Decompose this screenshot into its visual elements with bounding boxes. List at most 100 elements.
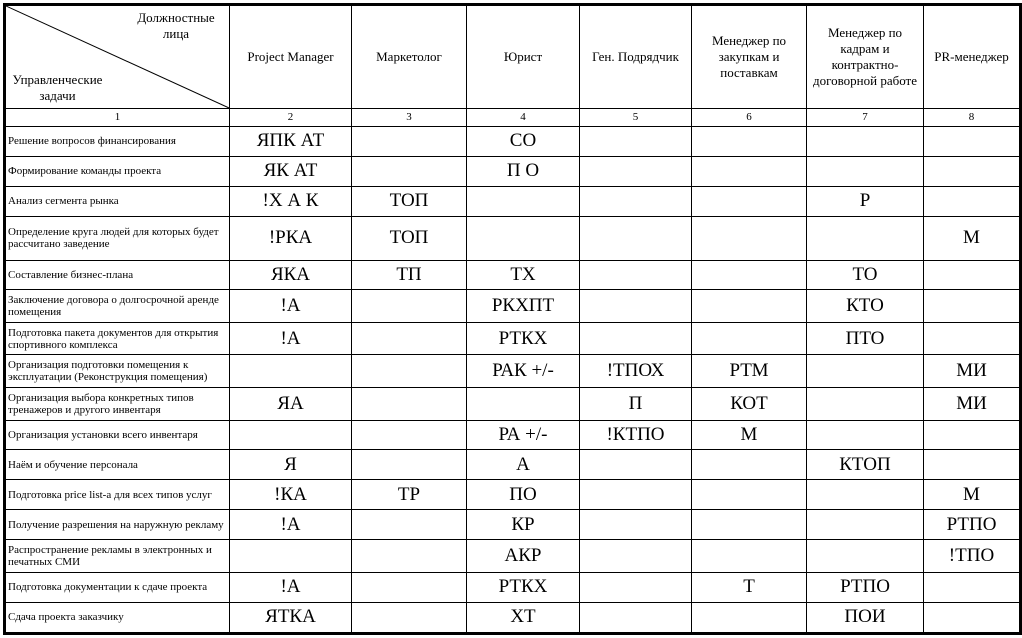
code-cell xyxy=(923,185,1021,217)
code-cell xyxy=(923,571,1021,603)
code-cell: ЯТКА xyxy=(229,601,352,635)
code-cell: !А xyxy=(229,289,352,323)
code-cell: ЯК АТ xyxy=(229,155,352,187)
code-cell xyxy=(806,215,924,261)
code-cell xyxy=(923,601,1021,635)
code-cell xyxy=(923,259,1021,291)
code-cell xyxy=(351,354,467,389)
code-cell xyxy=(806,155,924,187)
code-cell xyxy=(351,449,467,481)
table-row: Заключение договора о долгосрочной аренд… xyxy=(4,289,1021,323)
code-cell: СО xyxy=(466,125,580,157)
code-cell xyxy=(579,479,692,511)
code-cell: ТОП xyxy=(351,215,467,261)
code-cell: А xyxy=(466,449,580,481)
code-cell: ЯА xyxy=(229,387,352,421)
code-cell xyxy=(579,185,692,217)
code-cell xyxy=(229,419,352,451)
corner-cell: Должностные лица Управленческие задачи xyxy=(4,4,230,109)
table-row: Организация подготовки помещения к экспл… xyxy=(4,354,1021,389)
task-cell: Организация установки всего инвентаря xyxy=(4,419,230,451)
code-cell: ТОП xyxy=(351,185,467,217)
code-cell xyxy=(806,125,924,157)
code-cell xyxy=(806,479,924,511)
column-header: Ген. Подрядчик xyxy=(579,4,692,109)
task-cell: Получение разрешения на наружную рекламу xyxy=(4,509,230,541)
code-cell xyxy=(351,321,467,356)
code-cell: ПО xyxy=(466,479,580,511)
diagonal xyxy=(6,6,229,108)
code-cell: Т xyxy=(691,571,807,603)
code-cell: ЯКА xyxy=(229,259,352,291)
table-row: Решение вопросов финансирования ЯПК АТ СО xyxy=(4,125,1021,157)
code-cell: М xyxy=(691,419,807,451)
code-cell xyxy=(579,509,692,541)
code-cell: РА +/- xyxy=(466,419,580,451)
task-cell: Анализ сегмента рынка xyxy=(4,185,230,217)
code-cell: Р xyxy=(806,185,924,217)
code-cell: МИ xyxy=(923,387,1021,421)
task-cell: Подготовка пакета документов для открыти… xyxy=(4,321,230,356)
table-row: Подготовка документации к сдаче проекта!… xyxy=(4,571,1021,603)
code-cell xyxy=(579,155,692,187)
code-cell xyxy=(691,259,807,291)
task-cell: Организация выбора конкретных типов трен… xyxy=(4,387,230,421)
column-number: 1 xyxy=(4,107,230,127)
corner-top: Должностные лица xyxy=(137,10,215,41)
code-cell xyxy=(923,449,1021,481)
task-cell: Распространение рекламы в электронных и … xyxy=(4,539,230,573)
code-cell: ТО xyxy=(806,259,924,291)
code-cell: !А xyxy=(229,571,352,603)
column-header: Менеджер по кадрам и контрактно-договорн… xyxy=(806,4,924,109)
code-cell xyxy=(691,449,807,481)
code-cell: КОТ xyxy=(691,387,807,421)
column-header: Маркетолог xyxy=(351,4,467,109)
column-number: 6 xyxy=(691,107,807,127)
code-cell xyxy=(691,125,807,157)
column-number: 7 xyxy=(806,107,924,127)
table-row: Формирование команды проекта ЯК АТ П О xyxy=(4,155,1021,187)
code-cell: МИ xyxy=(923,354,1021,389)
table-row: Организация установки всего инвентаря РА … xyxy=(4,419,1021,451)
code-cell xyxy=(579,215,692,261)
task-cell: Подготовка price list-а для всех типов у… xyxy=(4,479,230,511)
code-cell xyxy=(806,354,924,389)
table-row: Составление бизнес-плана ЯКА ТП ТХ ТО xyxy=(4,259,1021,291)
code-cell xyxy=(691,601,807,635)
code-cell xyxy=(351,509,467,541)
column-header: Юрист xyxy=(466,4,580,109)
task-cell: Заключение договора о долгосрочной аренд… xyxy=(4,289,230,323)
code-cell: ТП xyxy=(351,259,467,291)
corner-left: Управленческие задачи xyxy=(12,71,103,103)
code-cell xyxy=(691,289,807,323)
column-header: Менеджер по закупкам и поставкам xyxy=(691,4,807,109)
code-cell: !РКА xyxy=(229,215,352,261)
code-cell: !А xyxy=(229,321,352,356)
code-cell xyxy=(691,509,807,541)
task-cell: Наём и обучение персонала xyxy=(4,449,230,481)
column-number: 3 xyxy=(351,107,467,127)
code-cell xyxy=(351,125,467,157)
code-cell: РАК +/- xyxy=(466,354,580,389)
code-cell: КТОП xyxy=(806,449,924,481)
code-cell: ПОИ xyxy=(806,601,924,635)
column-number: 5 xyxy=(579,107,692,127)
code-cell: ПТО xyxy=(806,321,924,356)
code-cell xyxy=(579,571,692,603)
code-cell: РТПО xyxy=(923,509,1021,541)
code-cell: РКХПТ xyxy=(466,289,580,323)
code-cell: !КТПО xyxy=(579,419,692,451)
code-cell xyxy=(806,419,924,451)
table-row: Подготовка price list-а для всех типов у… xyxy=(4,479,1021,511)
code-cell: КР xyxy=(466,509,580,541)
task-cell: Решение вопросов финансирования xyxy=(4,125,230,157)
code-cell: АКР xyxy=(466,539,580,573)
table-row: Наём и обучение персонала Я А КТОП xyxy=(4,449,1021,481)
task-cell: Определение круга людей для которых буде… xyxy=(4,215,230,261)
column-number: 8 xyxy=(923,107,1021,127)
task-cell: Организация подготовки помещения к экспл… xyxy=(4,354,230,389)
code-cell: П О xyxy=(466,155,580,187)
column-header: Project Manager xyxy=(229,4,352,109)
